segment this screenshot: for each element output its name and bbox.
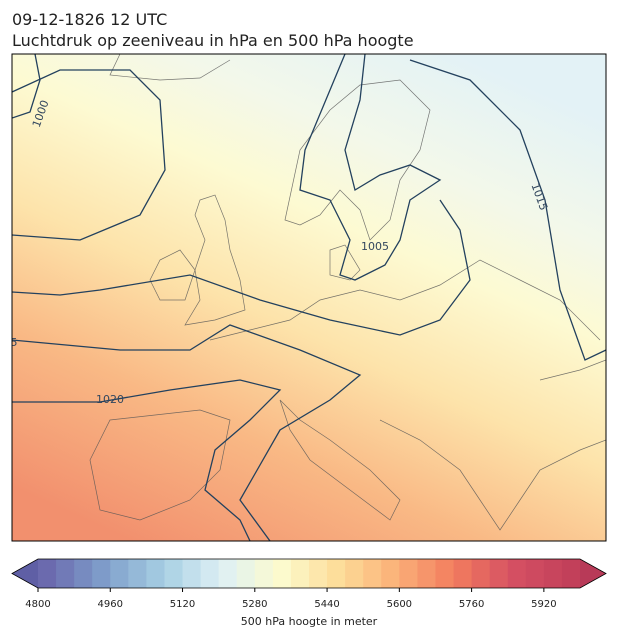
colorbar-tick-label: 5760 xyxy=(459,599,484,610)
contour-label: 5 xyxy=(11,336,18,349)
colorbar-segment xyxy=(38,559,57,588)
colorbar-outline xyxy=(11,558,607,589)
colorbar-extend-low xyxy=(12,559,38,588)
colorbar-segment xyxy=(417,559,436,588)
colorbar-segment xyxy=(399,559,418,588)
colorbar-segment xyxy=(92,559,111,588)
colorbar-tick-label: 5600 xyxy=(387,599,412,610)
colorbar-segment xyxy=(471,559,491,588)
map-frame xyxy=(11,53,607,542)
colorbar-segment xyxy=(128,559,147,588)
colorbar-segment xyxy=(182,559,202,588)
colorbar-segment xyxy=(74,559,93,588)
colorbar-segment xyxy=(164,559,184,588)
map-field xyxy=(12,54,606,541)
colorbar-segment xyxy=(218,559,238,588)
colorbar-tick-label: 5440 xyxy=(314,599,339,610)
colorbar-segment xyxy=(525,559,545,588)
colorbar-tick-label: 4960 xyxy=(98,599,123,610)
colorbar-segment xyxy=(435,559,455,588)
colorbar-segment xyxy=(272,559,292,588)
colorbar-segment xyxy=(489,559,509,588)
colorbar-segment xyxy=(543,559,563,588)
colorbar-segment xyxy=(146,559,165,588)
colorbar-segment xyxy=(561,559,581,588)
colorbar-segment xyxy=(507,559,527,588)
colorbar: 4800 4960 5120 5280 5440 5600 5760 5920 xyxy=(11,558,607,610)
colorbar-tick-label: 5920 xyxy=(531,599,556,610)
contour-label: 1005 xyxy=(361,240,389,253)
colorbar-segment xyxy=(200,559,220,588)
map: 1000 1005 1015 1020 5 xyxy=(11,54,606,541)
colorbar-segment xyxy=(254,559,274,588)
colorbar-segment xyxy=(381,559,400,588)
colorbar-segment xyxy=(309,559,328,588)
colorbar-segment xyxy=(290,559,310,588)
colorbar-segment xyxy=(345,559,364,588)
colorbar-segment xyxy=(110,559,129,588)
colorbar-segment xyxy=(327,559,346,588)
colorbar-segment xyxy=(363,559,382,588)
contour-label: 1020 xyxy=(96,393,124,406)
colorbar-tick-label: 5280 xyxy=(242,599,267,610)
title: 09-12-1826 12 UTC xyxy=(12,10,167,29)
colorbar-tick-label: 4800 xyxy=(25,599,50,610)
colorbar-segment xyxy=(453,559,473,588)
colorbar-extend-high xyxy=(580,559,606,588)
coastlines xyxy=(89,54,606,531)
colorbar-segment xyxy=(56,559,75,588)
colorbar-tick-label: 5120 xyxy=(170,599,195,610)
colorbar-label: 500 hPa hoogte in meter xyxy=(241,615,378,628)
colorbar-segment xyxy=(236,559,256,588)
isobars xyxy=(12,54,606,541)
subtitle: Luchtdruk op zeeniveau in hPa en 500 hPa… xyxy=(12,31,414,50)
